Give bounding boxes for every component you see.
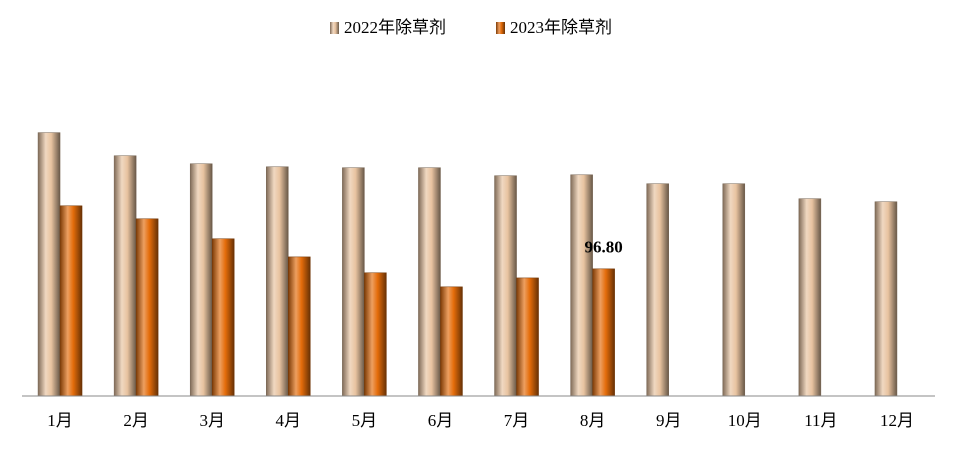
bar [798,198,822,397]
x-tick-label: 11月 [804,411,837,430]
bar [342,167,365,397]
legend-label: 2023年除草剂 [510,18,612,37]
legend-label: 2022年除草剂 [344,18,446,37]
x-tick-label: 6月 [428,411,454,430]
bar [570,174,593,397]
x-tick-label: 12月 [880,411,914,430]
x-tick-label: 8月 [580,411,606,430]
bar [113,155,137,397]
x-tick-label: 3月 [199,411,225,430]
bar [211,238,235,397]
bar [135,218,159,397]
legend-swatch [496,22,505,34]
data-label: 96.80 [585,238,623,257]
bar [592,268,615,397]
x-tick-label: 5月 [352,411,378,430]
bar [266,166,289,397]
bar [37,132,61,397]
x-tick-label: 1月 [47,411,73,430]
bar [59,205,83,397]
x-tick-label: 4月 [276,411,302,430]
x-tick-label: 9月 [656,411,682,430]
bar [516,277,539,397]
bar [288,256,311,397]
bar [189,163,213,397]
bar [440,286,463,397]
bar [874,201,898,397]
x-tick-label: 10月 [728,411,762,430]
bar [418,167,441,397]
x-tick-label: 7月 [504,411,530,430]
bar [646,183,669,397]
bar [722,183,746,397]
legend-swatch [330,22,339,34]
bar [364,272,387,397]
x-tick-label: 2月 [123,411,149,430]
bar [494,175,517,397]
